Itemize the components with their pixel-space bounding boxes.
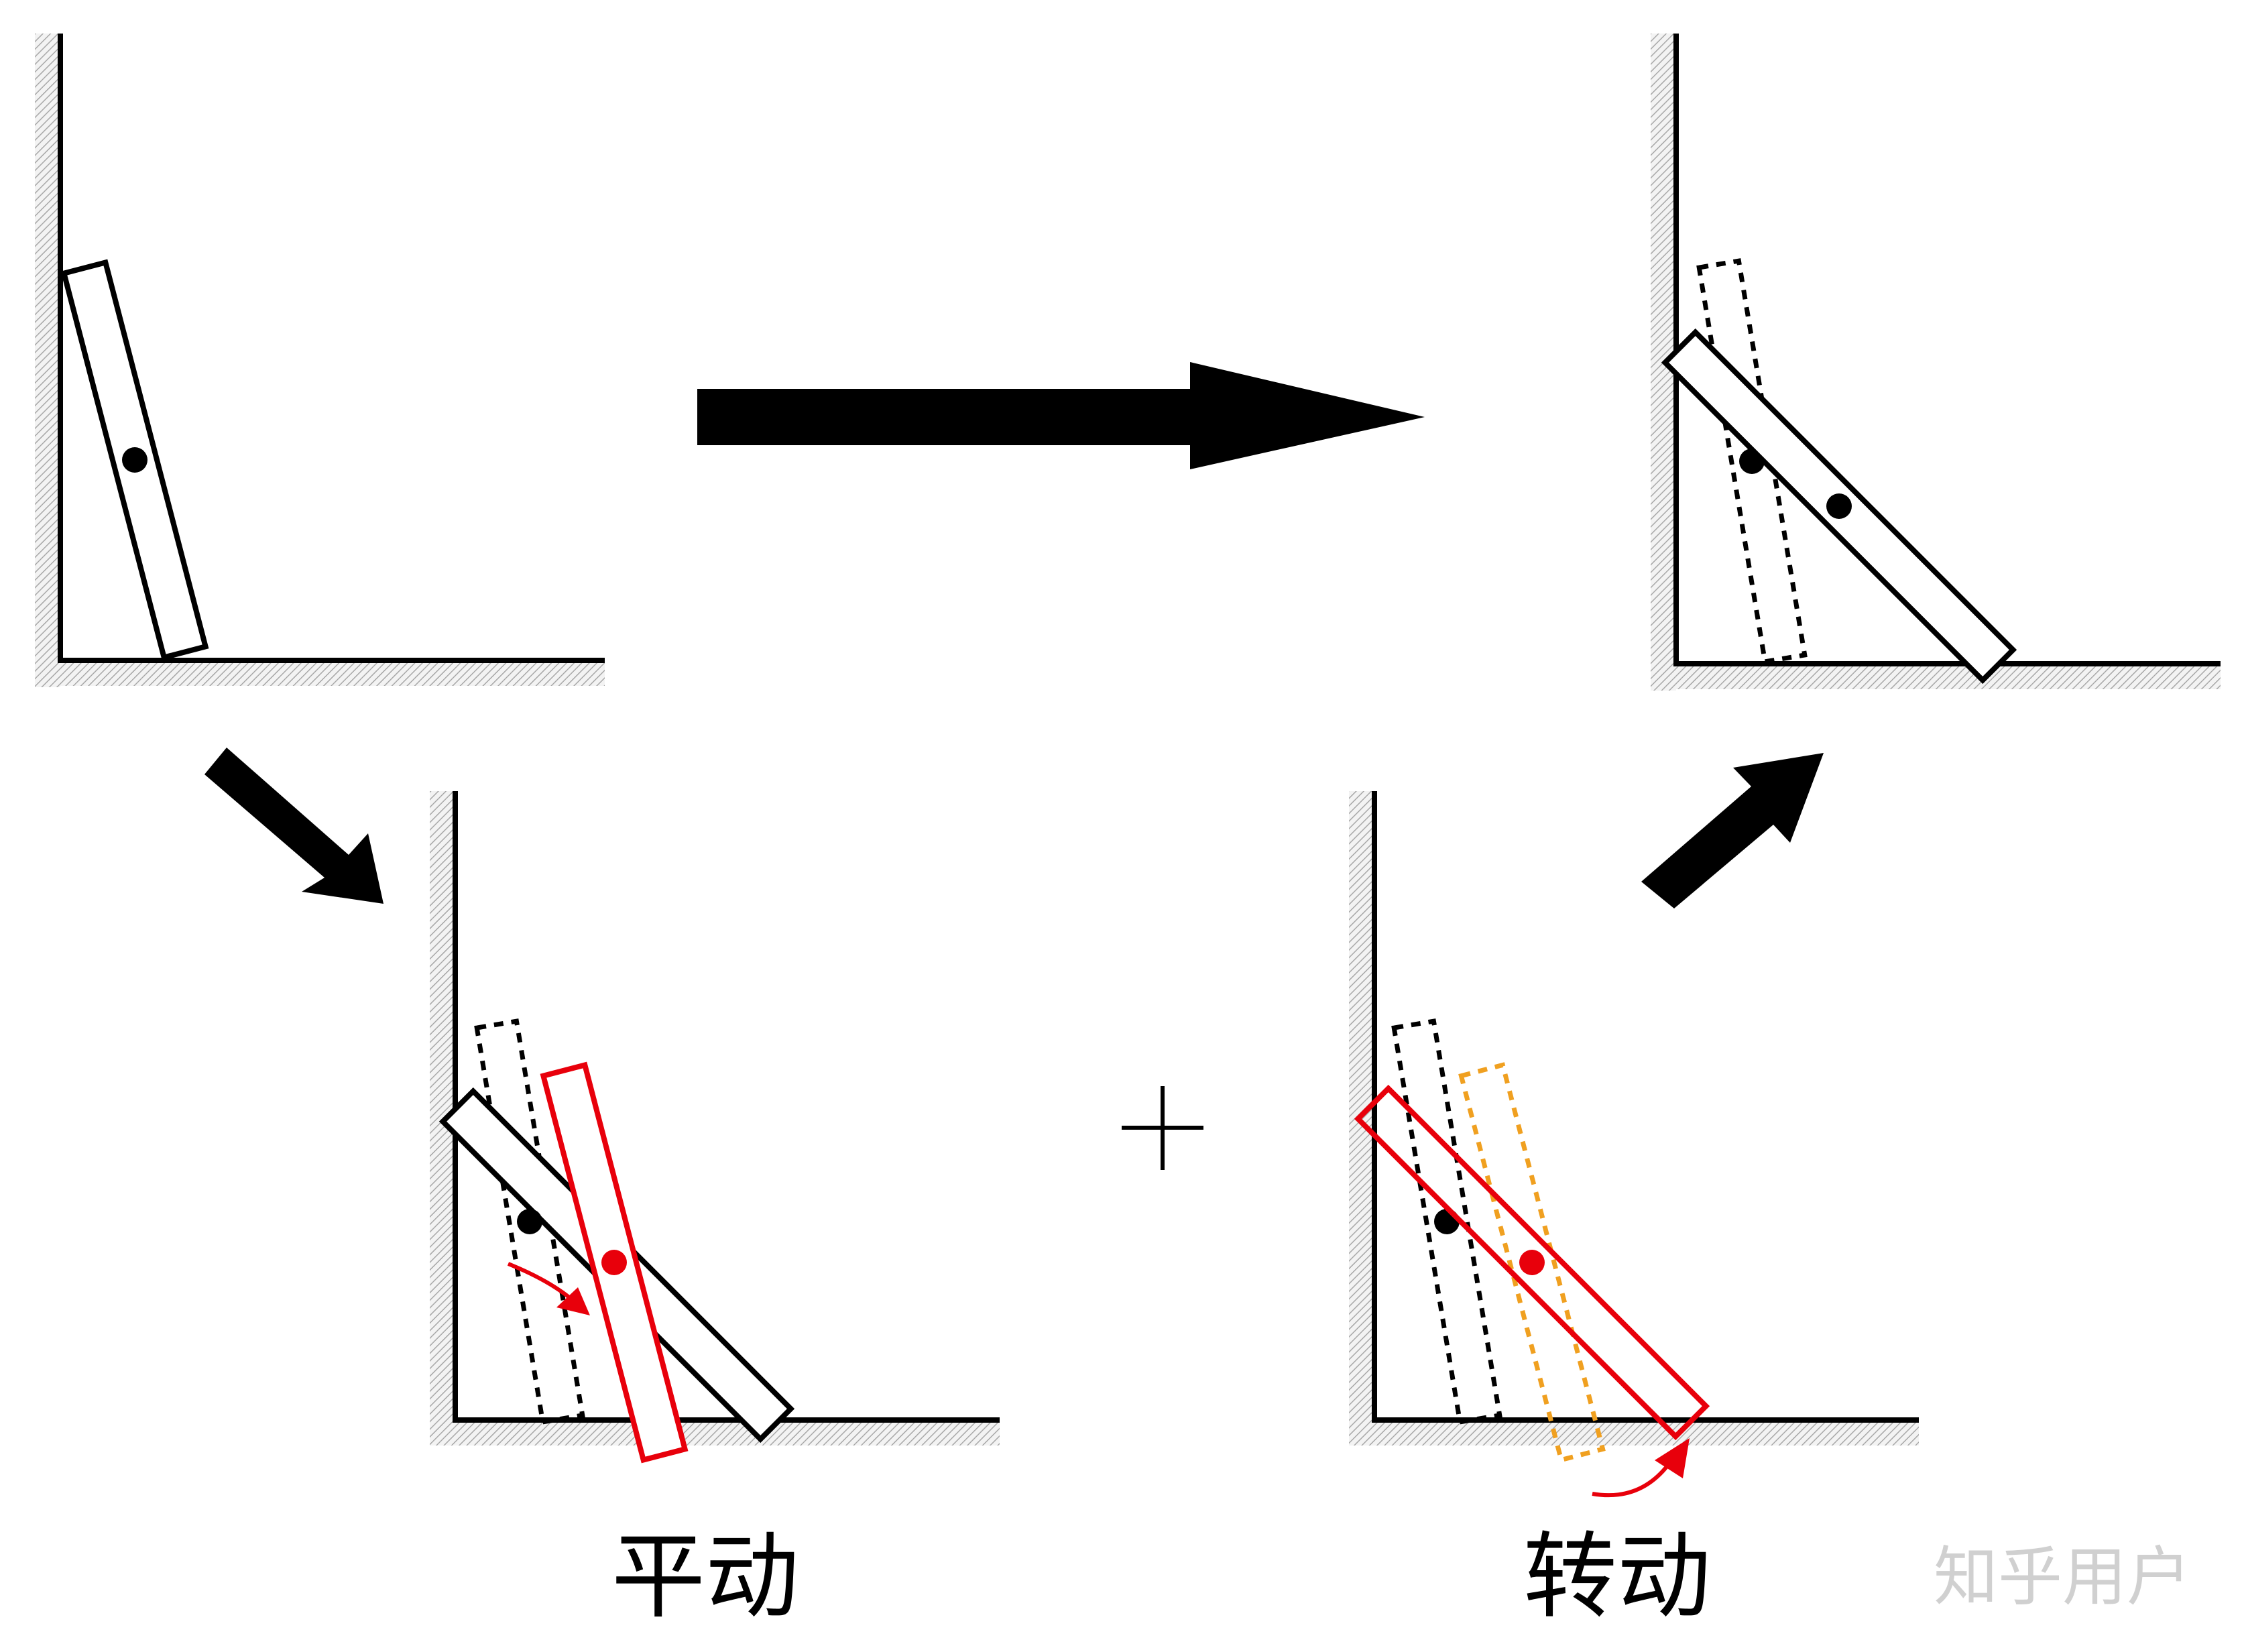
floor-hatch [1651,664,2221,689]
plus-sign [1122,1086,1203,1170]
panel-initial [35,34,605,687]
rod-rotated-red [1354,1084,1710,1441]
panel-translation [430,791,1000,1464]
center-of-mass [122,447,147,473]
center-of-mass-translated [601,1250,627,1275]
center-of-mass-final [1826,493,1852,519]
watermark: 知乎用户 [1934,1539,2191,1614]
rod-translated-orange [1458,1062,1606,1463]
label-rotation: 转动 [1523,1523,1711,1632]
label-translation: 平动 [611,1523,799,1632]
center-of-mass-initial [1434,1209,1460,1234]
floor-hatch [35,660,605,686]
center-of-mass-rotated [1519,1250,1545,1275]
arrow-down-right-icon [204,748,383,904]
panel-final [1651,34,2221,691]
floor-hatch [1349,1420,1919,1446]
translation-arrowhead [556,1287,590,1315]
floor-hatch [430,1420,1000,1446]
center-of-mass-initial [517,1209,542,1234]
rotation-arrowhead [1655,1438,1690,1478]
rod-initial-dashed [1696,258,1808,664]
rod-initial-dashed [474,1018,585,1425]
panel-rotation [1349,791,1919,1498]
rod-initial-dashed [1391,1018,1502,1425]
rotation-arrow [1592,1464,1670,1498]
arrow-up-right-icon [1641,753,1824,908]
wall-hatch [35,34,60,687]
translation-arrow [507,1262,575,1303]
arrow-right-icon [697,362,1425,469]
